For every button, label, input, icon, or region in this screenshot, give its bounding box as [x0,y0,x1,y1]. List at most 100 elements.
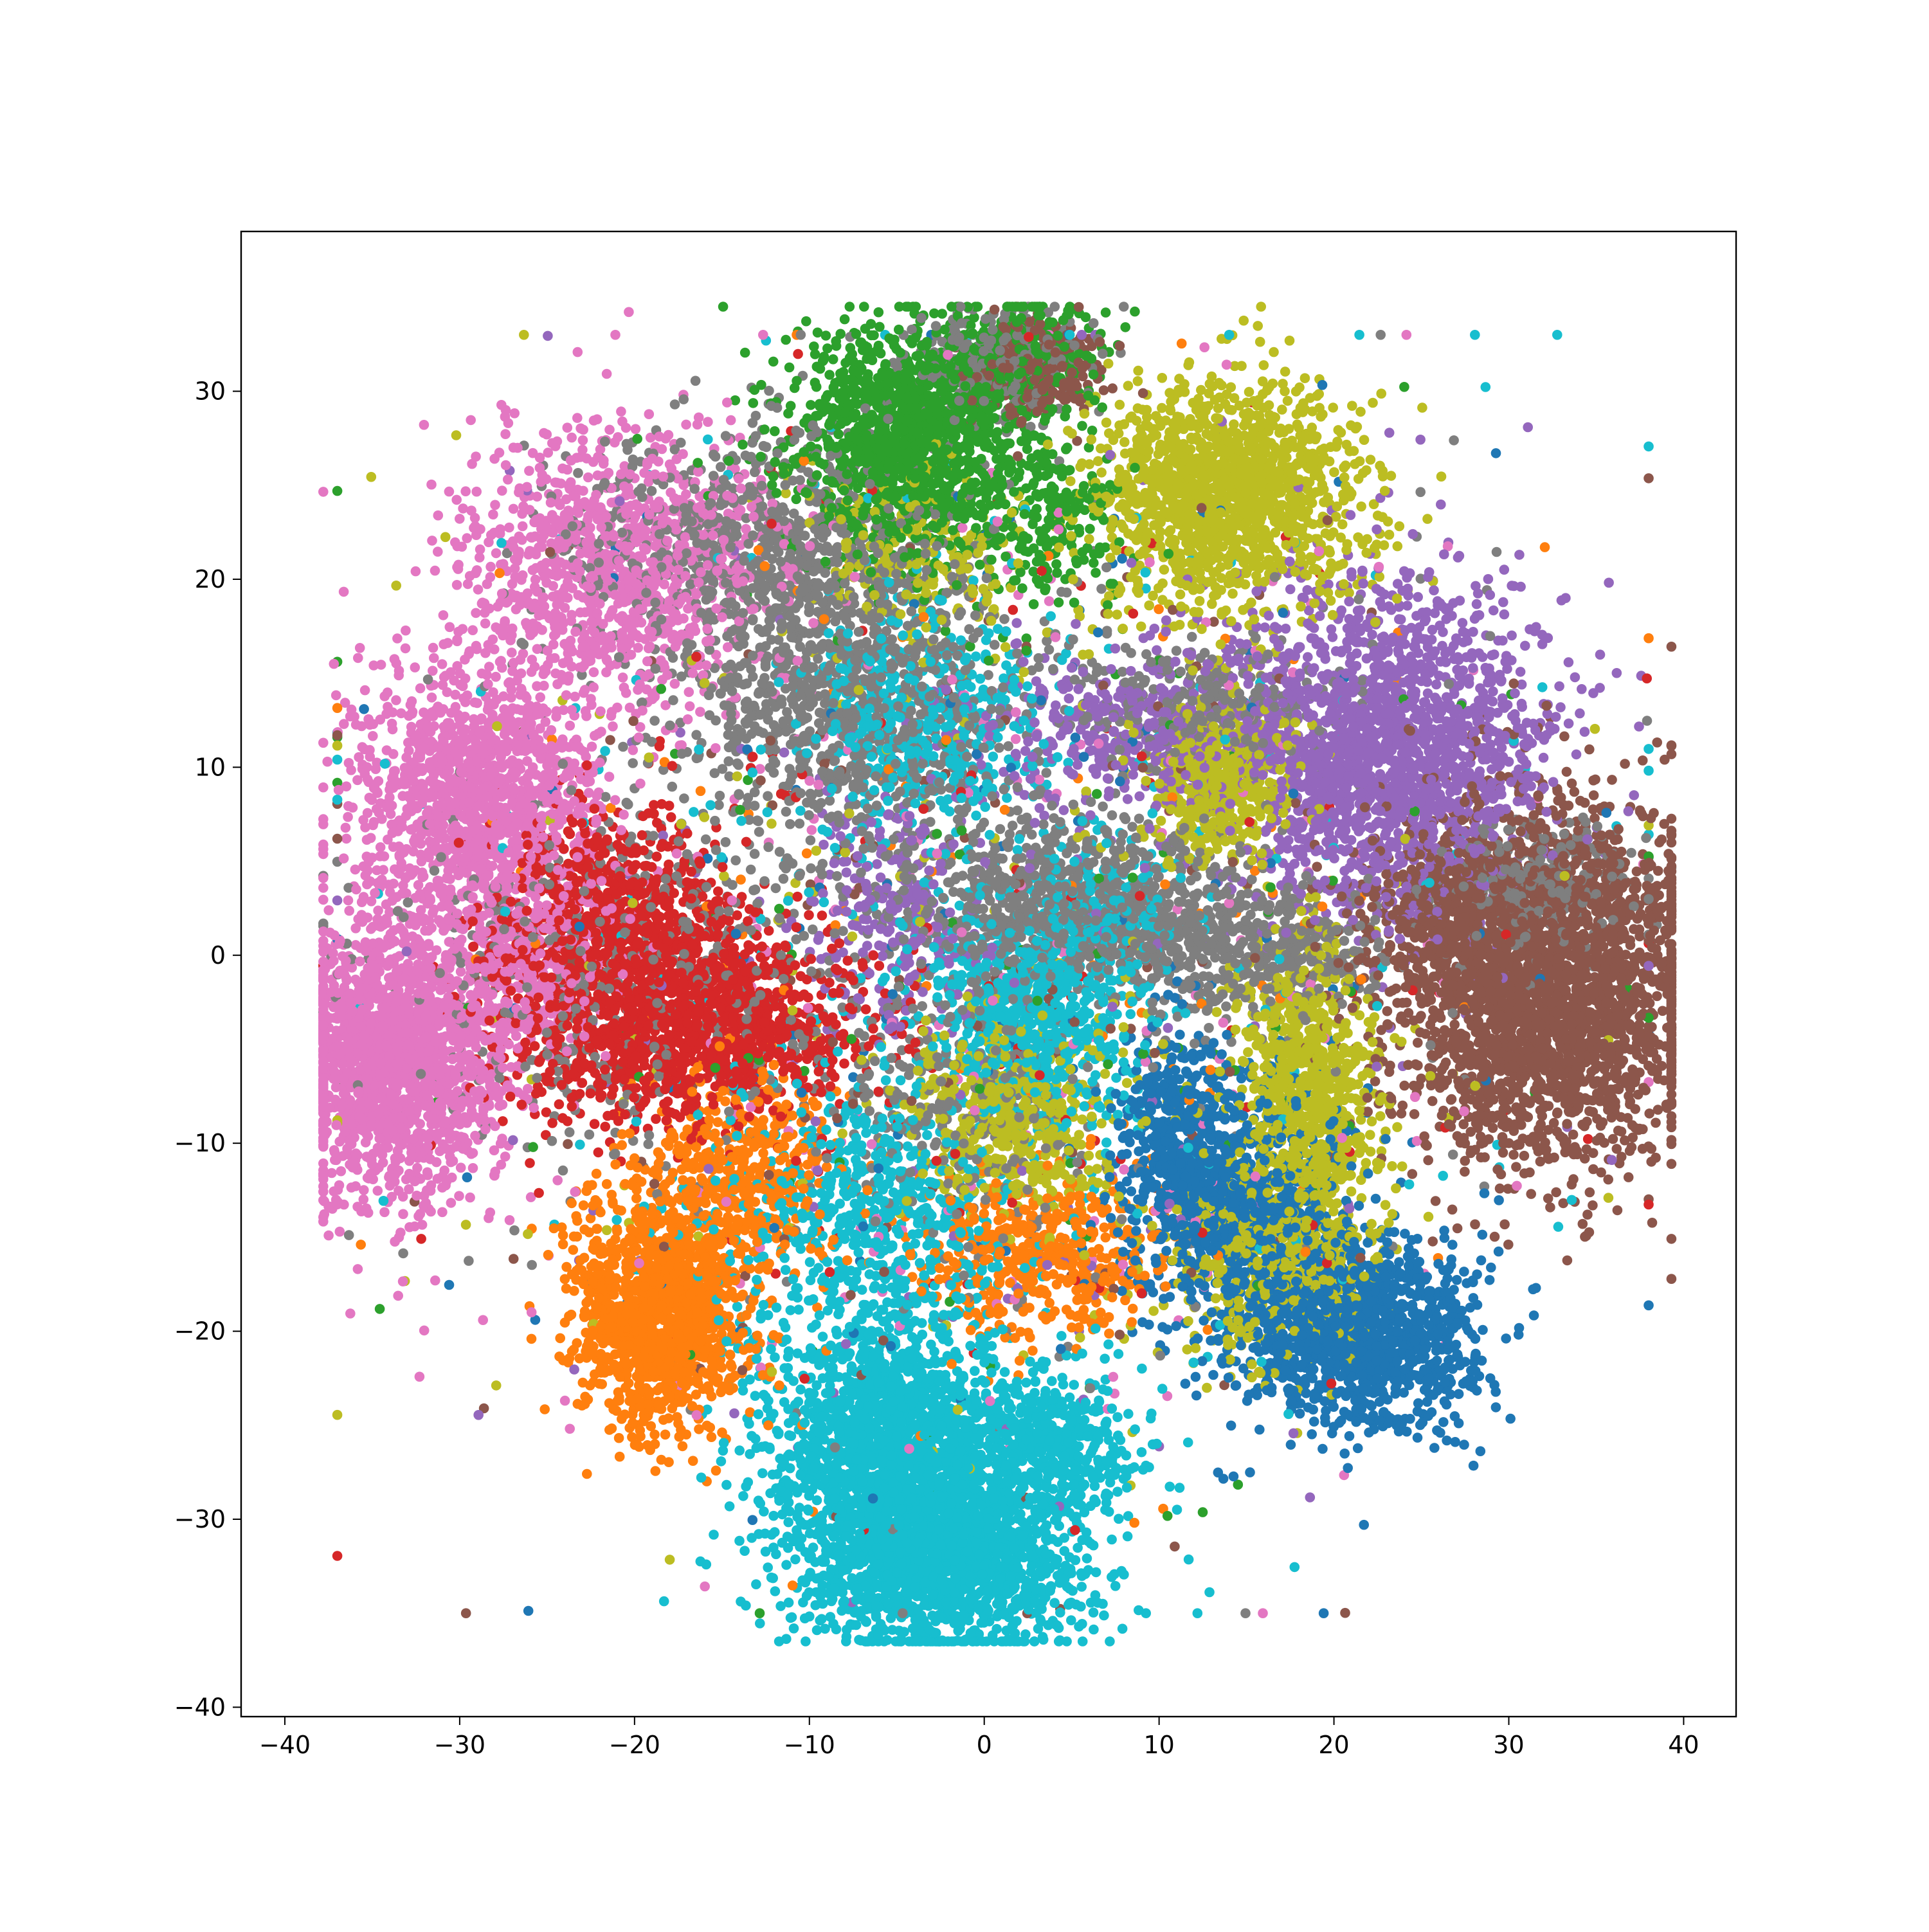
data-point-class-2 [824,370,835,380]
data-point-class-6 [500,460,511,471]
data-point-class-7 [1041,768,1052,778]
data-point-class-4 [1152,645,1162,656]
data-point-class-1 [1044,1297,1055,1308]
data-point-class-6 [491,548,502,559]
data-point-class-4 [1422,688,1433,699]
data-point-class-6 [485,561,496,572]
data-point-class-4 [1571,749,1582,760]
data-point-class-8 [1194,596,1205,606]
data-point-class-7 [714,800,724,810]
data-point-class-9 [1082,1553,1092,1564]
data-point-class-6 [427,536,437,546]
data-point-class-7 [788,908,799,919]
data-point-class-1 [578,1200,589,1211]
data-point-class-7 [649,716,660,726]
scatter-points [318,302,1677,1647]
data-point-class-8 [1157,373,1168,383]
data-point-class-6 [532,644,543,655]
data-point-class-5 [1545,1202,1555,1213]
data-point-class-6 [354,643,365,653]
data-point-class-9 [1091,1567,1101,1578]
data-point-class-9 [332,754,343,765]
data-point-class-9 [1553,1222,1564,1232]
data-point-class-6 [684,687,694,698]
data-point-class-5 [1566,778,1577,789]
data-point-class-5 [508,1254,519,1264]
data-point-class-9 [709,1530,719,1540]
data-point-class-3 [763,925,774,936]
data-point-class-3 [1582,1133,1593,1144]
data-point-class-2 [784,362,795,373]
data-point-class-6 [497,485,507,496]
data-point-class-3 [666,812,676,822]
data-point-class-3 [795,971,806,981]
data-point-class-1 [1202,1324,1213,1335]
data-point-class-8 [1202,1382,1212,1393]
data-point-class-9 [1047,1376,1057,1386]
data-point-class-6 [331,690,341,701]
data-point-class-6 [318,782,329,793]
data-point-class-8 [1355,1114,1366,1125]
data-point-class-6 [398,1209,408,1220]
data-point-class-6 [372,1186,383,1196]
data-point-class-6 [635,722,646,732]
data-point-class-6 [352,775,363,786]
data-point-class-0 [1318,1443,1328,1454]
data-point-class-6 [1010,734,1021,745]
data-point-class-4 [1488,605,1499,616]
data-point-class-7 [1007,820,1018,831]
data-point-class-8 [523,1229,533,1240]
data-point-class-5 [1499,1219,1510,1230]
data-point-class-6 [604,424,615,435]
data-point-class-6 [437,659,448,669]
data-point-class-9 [718,1445,729,1456]
data-point-class-1 [1644,633,1654,644]
data-point-class-6 [428,642,439,653]
data-point-class-9 [1021,1377,1031,1388]
data-point-class-6 [543,447,554,458]
data-point-class-9 [780,1265,791,1275]
data-point-class-6 [1172,904,1182,915]
data-point-class-6 [1258,1608,1268,1618]
data-point-class-6 [465,1192,475,1203]
data-point-class-6 [451,494,462,505]
data-point-class-9 [970,651,981,662]
data-point-class-0 [1318,1608,1329,1618]
data-point-class-6 [507,647,517,658]
data-point-class-1 [1028,1346,1038,1356]
data-point-class-0 [1447,1240,1458,1250]
data-point-class-9 [1113,1349,1124,1359]
data-point-class-7 [1221,1001,1231,1012]
data-point-class-6 [430,1275,440,1286]
data-point-class-4 [1429,608,1440,618]
data-point-class-9 [1172,1504,1182,1515]
data-point-class-7 [618,741,628,752]
data-point-class-7 [730,855,741,865]
data-point-class-6 [318,894,329,905]
data-point-class-6 [669,678,680,689]
data-point-class-7 [1042,636,1052,646]
data-point-class-6 [703,417,713,427]
data-point-class-1 [1099,1222,1110,1232]
data-point-class-0 [1470,1333,1481,1344]
data-point-class-0 [444,1279,455,1290]
data-point-class-8 [1384,529,1395,540]
data-point-class-2 [1120,322,1130,332]
data-point-class-1 [736,874,746,885]
data-point-class-8 [451,430,462,440]
data-point-class-5 [1666,1234,1677,1244]
data-point-class-4 [1570,672,1580,683]
data-point-class-5 [1657,1006,1668,1016]
data-point-class-6 [343,895,354,906]
data-point-class-7 [1107,810,1118,820]
data-point-class-8 [1365,1130,1375,1140]
data-point-class-9 [1137,1363,1147,1374]
data-point-class-9 [1099,1610,1109,1621]
data-point-class-2 [1062,442,1073,453]
data-point-class-8 [1123,381,1134,391]
data-point-class-6 [565,1423,575,1434]
data-point-class-5 [1525,1167,1535,1178]
data-point-class-7 [778,874,789,884]
